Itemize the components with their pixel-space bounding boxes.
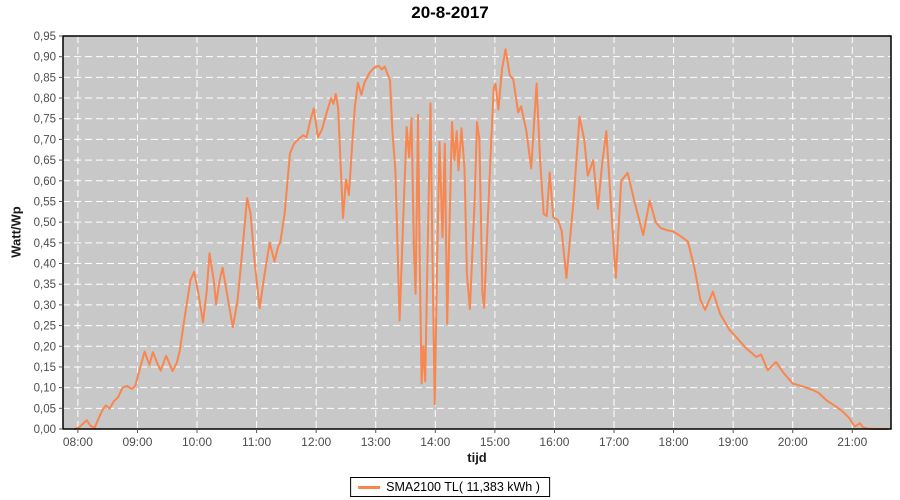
y-tick-label: 0,55 (34, 196, 56, 208)
x-tick-label: 20:00 (778, 435, 808, 449)
y-tick-label: 0,00 (34, 424, 56, 436)
x-tick-label: 08:00 (63, 435, 93, 449)
y-tick-label: 0,45 (34, 238, 56, 250)
y-tick-label: 0,90 (34, 52, 56, 64)
plot-background (63, 36, 891, 429)
x-tick-label: 19:00 (718, 435, 748, 449)
x-tick-label: 16:00 (539, 435, 569, 449)
y-tick-label: 0,05 (34, 403, 56, 415)
y-tick-label: 0,35 (34, 279, 56, 291)
series-line (73, 48, 889, 430)
chart-title: 20-8-2017 (411, 3, 489, 22)
x-tick-label: 14:00 (420, 435, 450, 449)
x-tick-label: 13:00 (361, 435, 391, 449)
y-tick-label: 0,75 (34, 114, 56, 126)
legend-label: SMA2100 TL( 11,383 kWh ) (386, 480, 540, 494)
plot-border (62, 35, 892, 430)
series-color-swatch (358, 485, 381, 489)
x-tick-label: 12:00 (301, 435, 331, 449)
x-tick-label: 18:00 (659, 435, 689, 449)
y-tick-label: 0,80 (34, 93, 56, 105)
x-tick-label: 17:00 (599, 435, 629, 449)
y-tick-label: 0,20 (34, 341, 56, 353)
y-tick-label: 0,50 (34, 217, 56, 229)
y-tick-label: 0,25 (34, 321, 56, 333)
y-tick-label: 0,10 (34, 383, 56, 395)
x-tick-label: 10:00 (182, 435, 212, 449)
x-tick-label: 21:00 (837, 435, 867, 449)
y-tick-label: 0,85 (34, 72, 56, 84)
x-axis-title: tijd (467, 450, 487, 465)
x-tick-label: 15:00 (480, 435, 510, 449)
y-tick-label: 0,70 (34, 134, 56, 146)
y-tick-label: 0,60 (34, 176, 56, 188)
y-tick-label: 0,15 (34, 362, 56, 374)
y-tick-label: 0,95 (34, 31, 56, 43)
y-tick-label: 0,40 (34, 259, 56, 271)
y-tick-label: 0,65 (34, 155, 56, 167)
y-tick-label: 0,30 (34, 300, 56, 312)
x-tick-label: 09:00 (122, 435, 152, 449)
legend: SMA2100 TL( 11,383 kWh ) (350, 477, 550, 497)
x-tick-label: 11:00 (242, 435, 271, 449)
